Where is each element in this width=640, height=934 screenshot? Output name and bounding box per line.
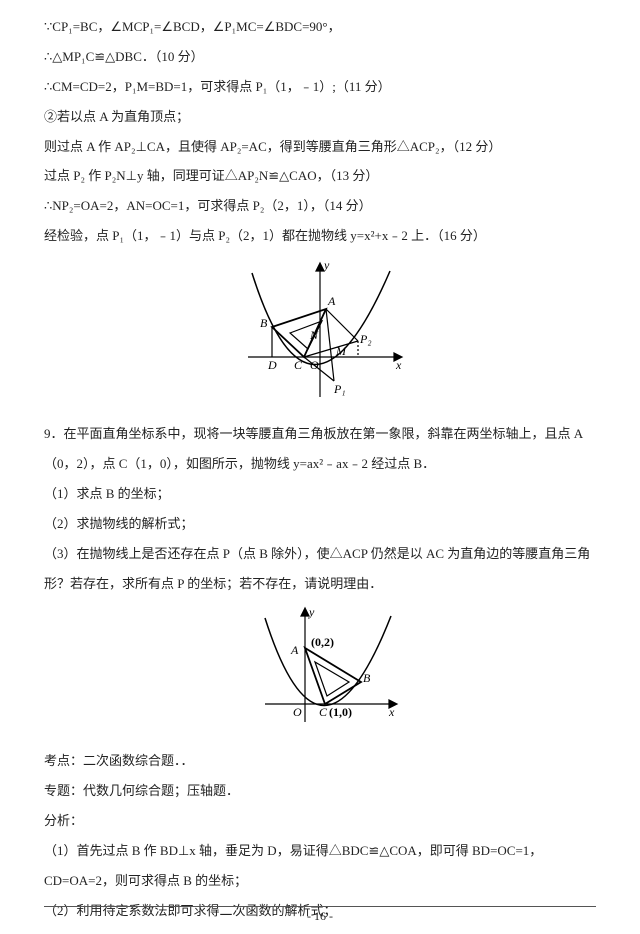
q9-part2: （2）求抛物线的解析式； — [44, 509, 596, 539]
figure-2: y x A B C O (0,2) (1,0) — [44, 604, 596, 738]
proof-line-2: ∴△MP₁C≌△DBC．（10 分） — [44, 42, 596, 72]
fig2-label-y: y — [308, 605, 315, 619]
fig1-label-y: y — [323, 258, 330, 272]
q9-part3: （3）在抛物线上是否还存在点 P（点 B 除外），使△ACP 仍然是以 AC 为… — [44, 539, 596, 599]
fig2-label-pA: (0,2) — [311, 635, 334, 649]
fig1-label-O: O — [310, 358, 319, 372]
analysis-1: （1）首先过点 B 作 BD⊥x 轴，垂足为 D，易证得△BDC≌△COA，即可… — [44, 836, 596, 896]
q9-stem: 9．在平面直角坐标系中，现将一块等腰直角三角板放在第一象限，斜靠在两坐标轴上，且… — [44, 419, 596, 479]
fig1-label-B: B — [260, 316, 268, 330]
fig1-label-A: A — [327, 294, 336, 308]
fig1-label-M: M — [335, 344, 347, 358]
fig1-label-C: C — [294, 358, 303, 372]
fig2-label-O: O — [293, 705, 302, 719]
fig1-label-x: x — [395, 358, 402, 372]
proof-line-4: ②若以点 A 为直角顶点； — [44, 102, 596, 132]
proof-line-3: ∴CM=CD=2，P₁M=BD=1，可求得点 P₁（1，﹣1）;（11 分） — [44, 72, 596, 102]
page-footer: - 16 - — [44, 906, 596, 924]
fig2-label-C: C — [319, 705, 328, 719]
fig1-label-P2: P₂ — [359, 332, 372, 346]
kaodian: 考点：二次函数综合题．． — [44, 746, 596, 776]
figure-1: y x A B C D O N M P₂ P₁ — [44, 257, 596, 411]
q9-part1: （1）求点 B 的坐标； — [44, 479, 596, 509]
fig2-label-B: B — [363, 671, 371, 685]
proof-line-7: ∴NP₂=OA=2，AN=OC=1，可求得点 P₂（2，1），（14 分） — [44, 191, 596, 221]
proof-line-5: 则过点 A 作 AP₂⊥CA，且使得 AP₂=AC，得到等腰直角三角形△ACP₂… — [44, 132, 596, 162]
proof-line-8: 经检验，点 P₁（1，﹣1）与点 P₂（2，1）都在抛物线 y=x²+x﹣2 上… — [44, 221, 596, 251]
fig2-label-pC: (1,0) — [329, 705, 352, 719]
fig2-label-A: A — [290, 643, 299, 657]
fenxi: 分析： — [44, 806, 596, 836]
zhuanti: 专题：代数几何综合题；压轴题． — [44, 776, 596, 806]
fig1-label-D: D — [267, 358, 277, 372]
proof-line-6: 过点 P₂ 作 P₂N⊥y 轴，同理可证△AP₂N≌△CAO，（13 分） — [44, 161, 596, 191]
fig1-label-P1: P₁ — [333, 382, 346, 396]
proof-line-1: ∵CP₁=BC，∠MCP₁=∠BCD，∠P₁MC=∠BDC=90°， — [44, 12, 596, 42]
fig2-label-x: x — [388, 705, 395, 719]
fig1-label-N: N — [309, 328, 319, 342]
